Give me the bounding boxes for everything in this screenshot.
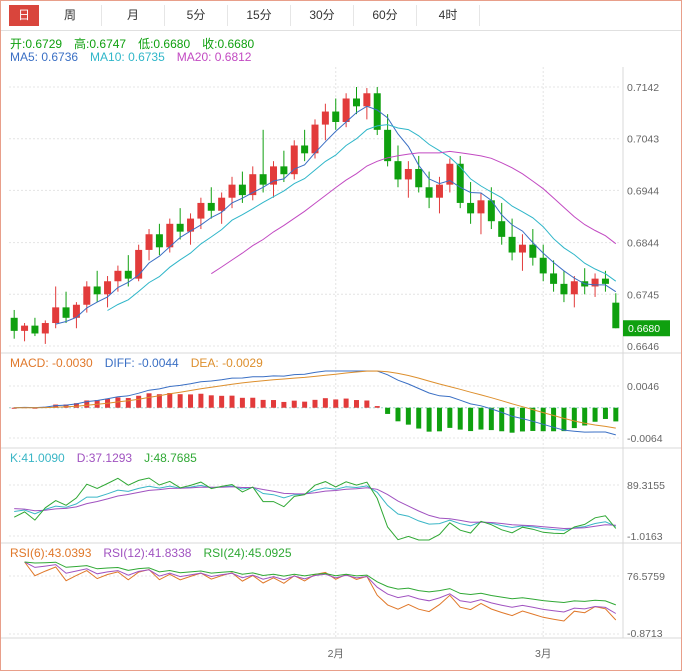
svg-text:0.7142: 0.7142 xyxy=(627,82,659,94)
chart-svg[interactable]: 0.7142 0.7043 0.6944 0.6844 0.6745 0.6646 2月 3月… xyxy=(1,31,681,671)
svg-text:89.3155: 89.3155 xyxy=(627,480,665,492)
svg-text:-0.8713: -0.8713 xyxy=(627,628,663,640)
svg-text:-1.0163: -1.0163 xyxy=(627,531,663,543)
tab-5min[interactable]: 5分 xyxy=(165,5,228,26)
svg-text:2月: 2月 xyxy=(328,648,344,660)
tab-60min[interactable]: 60分 xyxy=(354,5,417,26)
svg-text:0.0046: 0.0046 xyxy=(627,381,659,393)
svg-text:0.6745: 0.6745 xyxy=(627,289,659,301)
tab-15min[interactable]: 15分 xyxy=(228,5,291,26)
period-tabbar: 日 周 月 5分 15分 30分 60分 4时 xyxy=(1,1,681,31)
svg-text:0.6944: 0.6944 xyxy=(627,185,659,197)
tab-daily[interactable]: 日 xyxy=(9,5,39,26)
tab-weekly[interactable]: 周 xyxy=(39,5,102,26)
tab-30min[interactable]: 30分 xyxy=(291,5,354,26)
svg-text:0.6680: 0.6680 xyxy=(628,323,660,335)
svg-text:76.5759: 76.5759 xyxy=(627,571,665,583)
svg-text:0.6844: 0.6844 xyxy=(627,238,659,250)
tab-monthly[interactable]: 月 xyxy=(102,5,165,26)
svg-text:-0.0064: -0.0064 xyxy=(627,433,663,445)
chart-canvas[interactable]: 0.7142 0.7043 0.6944 0.6844 0.6745 0.6646 2月 3月… xyxy=(1,31,681,671)
svg-text:0.6646: 0.6646 xyxy=(627,341,659,353)
tab-4hour[interactable]: 4时 xyxy=(417,5,480,26)
svg-text:0.7043: 0.7043 xyxy=(627,134,659,146)
svg-text:3月: 3月 xyxy=(535,648,551,660)
